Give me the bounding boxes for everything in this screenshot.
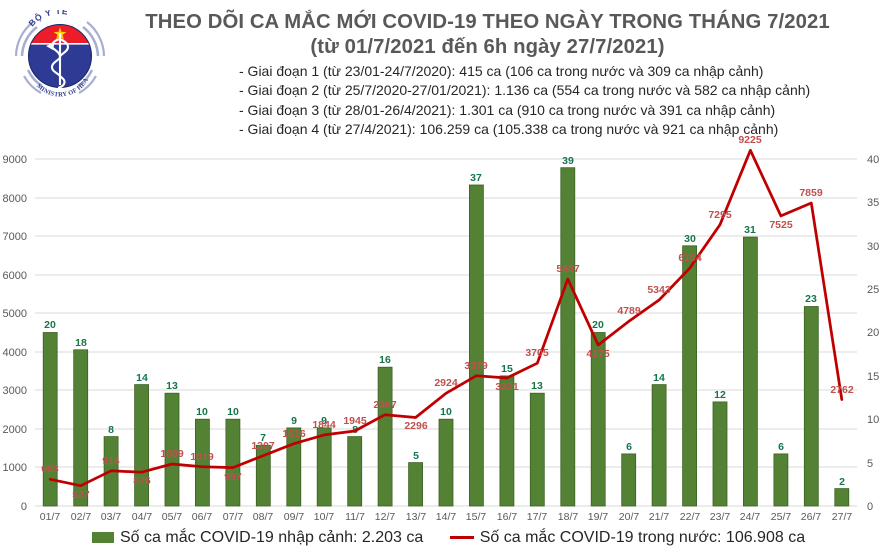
svg-text:6000: 6000: [3, 270, 27, 282]
svg-text:5: 5: [413, 450, 419, 462]
svg-text:22/7: 22/7: [680, 511, 701, 523]
svg-text:06/7: 06/7: [192, 511, 213, 523]
svg-text:1844: 1844: [312, 419, 336, 431]
svg-text:4000: 4000: [3, 347, 27, 359]
svg-text:37: 37: [470, 172, 482, 184]
svg-text:4789: 4789: [617, 305, 641, 317]
svg-text:14: 14: [653, 372, 665, 384]
svg-text:2762: 2762: [830, 384, 854, 396]
svg-text:20: 20: [592, 319, 604, 331]
svg-text:1089: 1089: [160, 448, 184, 460]
svg-text:16: 16: [379, 354, 391, 366]
svg-text:10/7: 10/7: [314, 511, 335, 523]
svg-text:1945: 1945: [343, 415, 367, 427]
svg-text:03/7: 03/7: [101, 511, 122, 523]
svg-text:914: 914: [102, 455, 120, 467]
svg-text:13/7: 13/7: [406, 511, 427, 523]
svg-text:3705: 3705: [525, 347, 549, 359]
svg-text:5887: 5887: [556, 263, 580, 275]
svg-text:3000: 3000: [3, 385, 27, 397]
svg-text:07/7: 07/7: [223, 511, 244, 523]
svg-text:30: 30: [867, 241, 879, 253]
svg-text:10: 10: [227, 406, 239, 418]
svg-text:8: 8: [108, 424, 114, 436]
svg-text:527: 527: [72, 489, 90, 501]
svg-text:997: 997: [224, 471, 242, 483]
svg-text:5343: 5343: [647, 284, 671, 296]
svg-text:5: 5: [867, 458, 873, 470]
svg-text:2000: 2000: [3, 424, 27, 436]
svg-text:10: 10: [196, 406, 208, 418]
svg-text:18: 18: [75, 337, 87, 349]
svg-text:11/7: 11/7: [345, 511, 365, 523]
svg-text:10: 10: [440, 406, 452, 418]
svg-text:693: 693: [41, 463, 59, 475]
svg-text:876: 876: [133, 475, 151, 487]
svg-text:5000: 5000: [3, 308, 27, 320]
svg-text:20: 20: [867, 327, 879, 339]
svg-text:39: 39: [562, 155, 574, 167]
svg-text:7295: 7295: [708, 209, 732, 221]
svg-text:25/7: 25/7: [771, 511, 792, 523]
svg-text:3321: 3321: [495, 381, 519, 393]
svg-text:25: 25: [867, 284, 879, 296]
svg-text:0: 0: [867, 501, 873, 513]
svg-text:2924: 2924: [434, 377, 458, 389]
svg-text:14: 14: [136, 372, 148, 384]
svg-text:16/7: 16/7: [497, 511, 518, 523]
svg-text:21/7: 21/7: [649, 511, 670, 523]
svg-text:09/7: 09/7: [284, 511, 305, 523]
svg-text:15: 15: [501, 363, 513, 375]
svg-text:18/7: 18/7: [558, 511, 579, 523]
svg-text:9225: 9225: [738, 134, 762, 146]
svg-text:15/7: 15/7: [466, 511, 487, 523]
svg-text:20/7: 20/7: [619, 511, 640, 523]
svg-text:12/7: 12/7: [375, 511, 396, 523]
svg-text:23/7: 23/7: [710, 511, 731, 523]
svg-text:6164: 6164: [678, 252, 702, 264]
svg-text:8000: 8000: [3, 193, 27, 205]
svg-text:2: 2: [839, 476, 845, 488]
svg-text:23: 23: [805, 293, 817, 305]
svg-text:1000: 1000: [3, 462, 27, 474]
svg-text:10: 10: [867, 414, 879, 426]
svg-text:7000: 7000: [3, 231, 27, 243]
svg-text:3379: 3379: [464, 360, 488, 372]
svg-text:12: 12: [714, 389, 726, 401]
svg-text:01/7: 01/7: [40, 511, 61, 523]
svg-text:7525: 7525: [769, 219, 793, 231]
svg-text:14/7: 14/7: [436, 511, 457, 523]
svg-text:35: 35: [867, 197, 879, 209]
svg-text:05/7: 05/7: [162, 511, 183, 523]
svg-text:6: 6: [626, 441, 632, 453]
svg-text:2367: 2367: [373, 399, 397, 411]
svg-text:13: 13: [531, 380, 543, 392]
svg-text:17/7: 17/7: [527, 511, 548, 523]
svg-text:0: 0: [21, 501, 27, 513]
svg-text:7859: 7859: [799, 187, 823, 199]
svg-text:1307: 1307: [251, 440, 275, 452]
svg-text:9: 9: [291, 415, 297, 427]
svg-text:31: 31: [744, 224, 756, 236]
svg-text:9000: 9000: [3, 154, 27, 166]
svg-text:2296: 2296: [404, 420, 428, 432]
svg-text:4175: 4175: [586, 348, 610, 360]
svg-text:20: 20: [44, 319, 56, 331]
svg-text:26/7: 26/7: [801, 511, 822, 523]
svg-text:6: 6: [778, 441, 784, 453]
svg-text:15: 15: [867, 371, 879, 383]
svg-text:1616: 1616: [282, 428, 306, 440]
svg-text:19/7: 19/7: [588, 511, 609, 523]
svg-text:30: 30: [684, 233, 696, 245]
svg-text:08/7: 08/7: [253, 511, 274, 523]
svg-text:24/7: 24/7: [740, 511, 761, 523]
svg-text:40: 40: [867, 154, 879, 166]
svg-text:13: 13: [166, 380, 178, 392]
svg-text:02/7: 02/7: [71, 511, 92, 523]
svg-text:27/7: 27/7: [832, 511, 853, 523]
svg-text:1019: 1019: [190, 451, 214, 463]
svg-text:04/7: 04/7: [132, 511, 153, 523]
